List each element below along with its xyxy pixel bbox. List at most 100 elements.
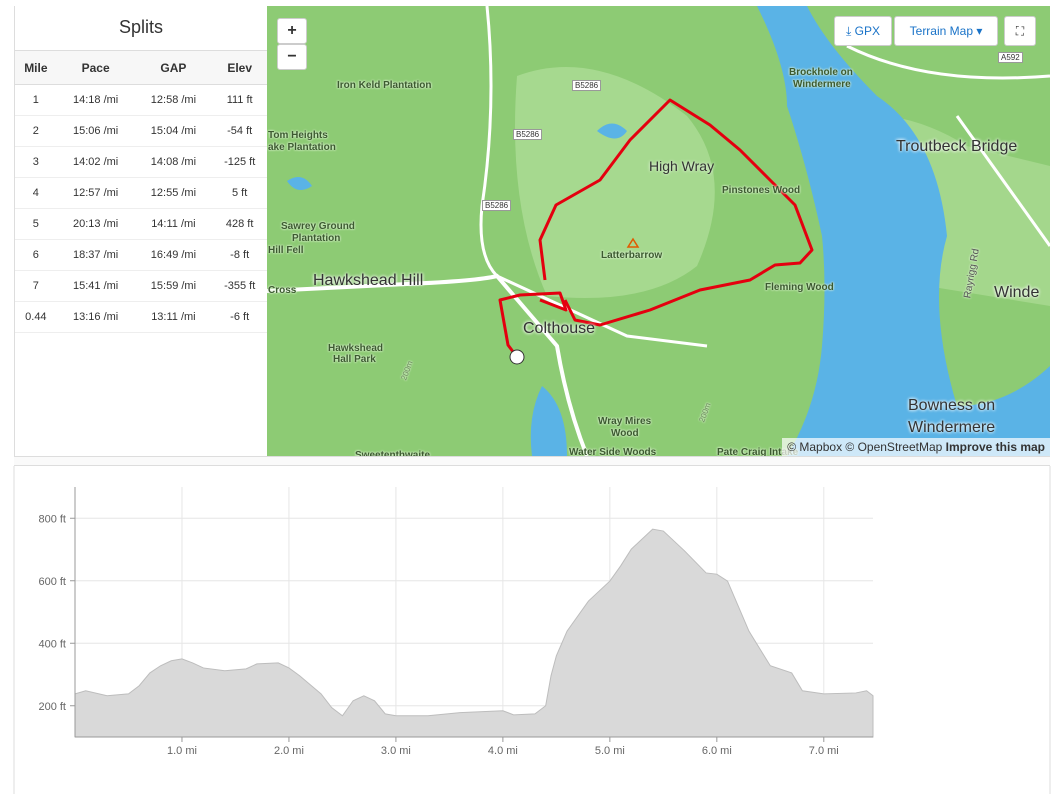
split-cell: 5 ft	[212, 177, 267, 209]
x-tick-label: 1.0 mi	[167, 745, 197, 757]
x-tick-label: 7.0 mi	[809, 745, 839, 757]
map-label: Winde	[994, 284, 1040, 301]
map-graphic	[267, 6, 1050, 456]
map-label: Windermere	[793, 79, 851, 90]
split-cell: 0.44	[15, 301, 57, 333]
split-cell: 18:37 /mi	[56, 239, 135, 271]
fullscreen[interactable]: ⛶	[1004, 16, 1036, 46]
split-cell: -8 ft	[212, 239, 267, 271]
map-label: Fleming Wood	[765, 282, 834, 293]
gpx-button[interactable]: ⤓ GPX	[834, 16, 892, 46]
map-label: Pinstones Wood	[722, 185, 801, 196]
split-cell: 16:49 /mi	[134, 239, 213, 271]
attribution-text: © Mapbox © OpenStreetMap	[787, 440, 943, 454]
rows: 1 14:18 /mi 12:58 /mi 111 ft 2 15:06 /mi 15:04…	[15, 84, 267, 333]
map-label: B5286	[513, 129, 543, 140]
split-row: 4 12:57 /mi 12:55 /mi 5 ft	[15, 177, 267, 209]
split-cell: 12:55 /mi	[134, 177, 213, 209]
split-row: 2 15:06 /mi 15:04 /mi -54 ft	[15, 115, 267, 147]
elevation-chart: 200 ft 400 ft 600 ft 800 ft 1.0 mi 2.0 mi 3.0 …	[13, 466, 1051, 794]
split-cell: 15:59 /mi	[134, 270, 213, 302]
map-label: Wood	[611, 428, 639, 439]
splits-title: Splits	[15, 6, 267, 51]
map-label: Windermere	[908, 419, 996, 436]
map-label: B5286	[482, 200, 512, 211]
y-tick-label: 800 ft	[38, 513, 66, 525]
split-cell: 14:02 /mi	[56, 146, 135, 178]
split-cell: 111 ft	[212, 84, 267, 116]
y-tick-label: 400 ft	[38, 638, 66, 650]
split-cell: -6 ft	[212, 301, 267, 333]
zoom-out[interactable]: −	[277, 44, 307, 70]
split-cell: 15:41 /mi	[56, 270, 135, 302]
split-cell: 20:13 /mi	[56, 208, 135, 240]
map-label: Hall Park	[333, 354, 376, 365]
split-row: 5 20:13 /mi 14:11 /mi 428 ft	[15, 208, 267, 240]
map-label: High Wray	[649, 158, 715, 174]
map-label: Hill Fell	[268, 245, 304, 256]
map-label: Iron Keld Plantation	[337, 80, 432, 91]
split-cell: 6	[15, 239, 57, 271]
split-cell: -355 ft	[212, 270, 267, 302]
split-cell: 15:04 /mi	[134, 115, 213, 147]
split-cell: 14:11 /mi	[134, 208, 213, 240]
map-label: Plantation	[292, 233, 341, 244]
map-label: B5286	[572, 80, 602, 91]
splits-table: Mile Pace GAP Elev 1 14:18 /mi 12:58 /mi 111 ft…	[15, 51, 267, 333]
y-tick-label: 200 ft	[38, 701, 66, 713]
gpx-label: GPX	[854, 24, 880, 38]
x-tick-label: 4.0 mi	[488, 745, 518, 757]
split-cell: 4	[15, 177, 57, 209]
split-cell: 14:08 /mi	[134, 146, 213, 178]
map-label: Colthouse	[523, 320, 596, 337]
split-row: 7 15:41 /mi 15:59 /mi -355 ft	[15, 270, 267, 302]
split-cell: 12:58 /mi	[134, 84, 213, 116]
split-cell: -54 ft	[212, 115, 267, 147]
map-label: Troutbeck Bridge	[896, 138, 1018, 155]
x-tick-label: 2.0 mi	[274, 745, 304, 757]
map-label: Water Side Woods	[569, 447, 657, 456]
split-cell: 3	[15, 146, 57, 178]
x-tick-label: 5.0 mi	[595, 745, 625, 757]
splits-panel: Splits Mile Pace GAP Elev 1 14:18 /mi 12:58 /m…	[14, 6, 268, 456]
column-header: Pace	[56, 51, 135, 85]
y-tick-label: 600 ft	[38, 576, 66, 588]
map-label: A592	[998, 52, 1023, 63]
split-cell: 5	[15, 208, 57, 240]
column-header: Mile	[15, 51, 57, 85]
split-cell: 13:11 /mi	[134, 301, 213, 333]
x-tick-label: 3.0 mi	[381, 745, 411, 757]
attribution: © Mapbox © OpenStreetMap Improve this ma…	[782, 438, 1050, 456]
column-header: Elev	[212, 51, 267, 85]
split-cell: 7	[15, 270, 57, 302]
map-label: Latterbarrow	[601, 250, 663, 261]
split-cell: 13:16 /mi	[56, 301, 135, 333]
map-label: Sawrey Ground	[281, 221, 355, 232]
improve-link[interactable]: Improve this map	[945, 440, 1045, 454]
map[interactable]: + − ⤓ GPX Terrain Map ▾ ⛶ Iron Keld Plan…	[267, 6, 1050, 456]
header-row: Mile Pace GAP Elev	[15, 51, 267, 85]
split-cell: -125 ft	[212, 146, 267, 178]
elevation-area	[74, 528, 874, 738]
layer-label: Terrain Map	[909, 24, 973, 38]
resize-handle[interactable]	[14, 456, 1050, 466]
split-cell: 428 ft	[212, 208, 267, 240]
column-header: GAP	[134, 51, 213, 85]
zoom-in[interactable]: +	[277, 18, 307, 44]
layer-select[interactable]: Terrain Map ▾	[894, 16, 998, 46]
split-row: 1 14:18 /mi 12:58 /mi 111 ft	[15, 84, 267, 116]
map-label: Cross	[268, 285, 297, 296]
map-label: Hawkshead	[328, 343, 384, 354]
map-label: Bowness on	[908, 397, 996, 414]
split-row: 3 14:02 /mi 14:08 /mi -125 ft	[15, 146, 267, 178]
x-tick-label: 6.0 mi	[702, 745, 732, 757]
map-label: Brockhole on	[789, 67, 853, 78]
map-label: Wray Mires	[598, 416, 652, 427]
split-row: 0.44 13:16 /mi 13:11 /mi -6 ft	[15, 301, 267, 333]
map-label: ake Plantation	[268, 142, 336, 153]
map-label: Hawkshead Hill	[313, 272, 424, 289]
split-cell: 2	[15, 115, 57, 147]
map-label: Tom Heights	[268, 130, 328, 141]
split-cell: 15:06 /mi	[56, 115, 135, 147]
